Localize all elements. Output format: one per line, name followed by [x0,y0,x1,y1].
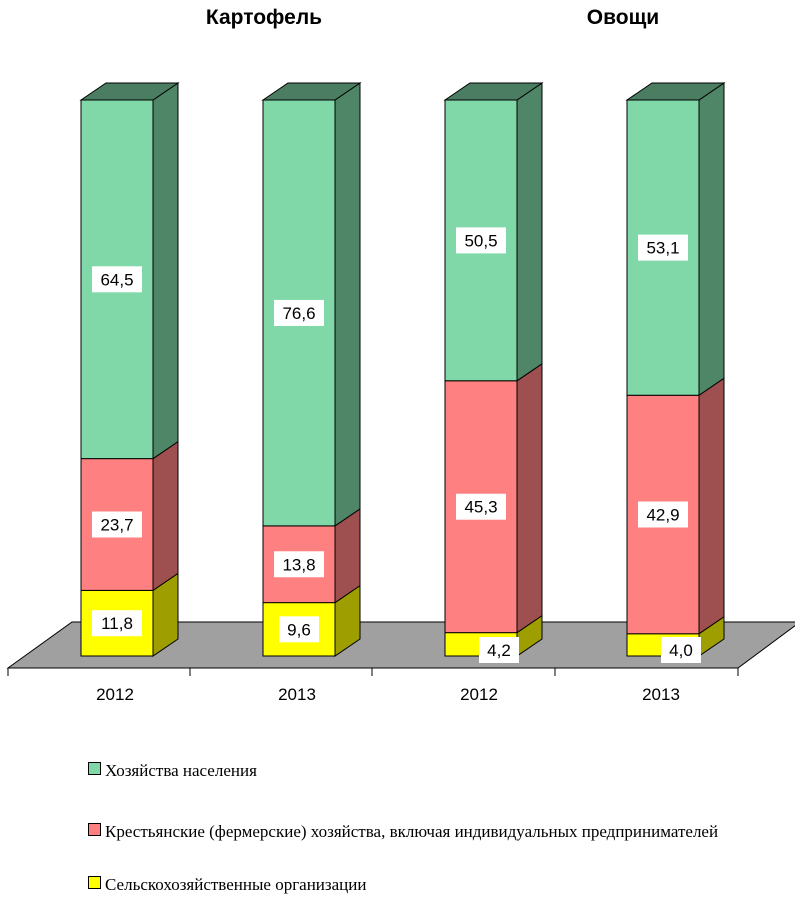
x-tick-label: 2013 [642,685,680,704]
data-label: 42,9 [638,501,688,528]
legend-label-farms: Крестьянские (фермерские) хозяйства, вкл… [105,822,719,841]
legend-label-households: Хозяйства населения [105,761,257,780]
data-label-bg [456,493,506,520]
bar-top-face [261,82,362,101]
data-label-text: 45,3 [464,498,497,517]
bar-side-face [334,82,361,527]
x-axis: 2012 2013 2012 2013 [7,667,739,704]
data-label-text: 42,9 [646,505,679,524]
data-label-text: 4,0 [669,641,693,660]
data-label-bg [274,299,324,326]
data-label-text: 53,1 [646,239,679,258]
data-label: 23,7 [92,511,142,538]
data-label-bg [456,227,506,254]
data-label-text: 13,8 [282,555,315,574]
legend-swatch-farms [88,823,101,836]
data-label: 13,8 [274,551,324,578]
bar-side-face [698,377,725,635]
data-label-bg [661,637,701,663]
data-label: 9,6 [279,616,319,643]
bars-layer: 11,8 23,7 64,5 9,6 13,8 76,6 4,2 45,3 50,5 4,0 42,… [79,82,726,663]
bar-top-face [79,82,180,101]
data-label-bg [479,637,519,663]
bar-side-face [152,440,179,592]
data-label-bg [92,511,142,538]
data-label: 11,8 [92,610,142,637]
legend-swatch-agri-orgs [88,876,101,889]
legend-item-agri-orgs: Сельскохозяйственные организации [88,874,366,895]
data-label-text: 9,6 [287,620,311,639]
data-label-text: 50,5 [464,231,497,250]
data-label: 4,0 [661,637,701,663]
data-label-bg [92,610,142,637]
group-title-potatoes: Картофель [206,6,322,29]
data-label: 76,6 [274,299,324,326]
legend-label-agri-orgs: Сельскохозяйственные организации [105,875,367,894]
data-label: 64,5 [92,266,142,293]
data-label: 4,2 [479,637,519,663]
data-label-text: 4,2 [487,641,511,660]
group-title-vegetables: Овощи [587,6,659,29]
data-label-text: 64,5 [100,270,133,289]
data-label-bg [279,616,319,643]
bar-side-face [698,82,725,397]
data-label-bg [274,551,324,578]
data-label-text: 23,7 [100,516,133,535]
bar-side-face [152,82,179,460]
legend-item-farms: Крестьянские (фермерские) хозяйства, вкл… [88,821,748,842]
x-tick-label: 2013 [278,685,316,704]
data-label-bg [92,266,142,293]
x-tick-label: 2012 [460,685,498,704]
data-label-text: 76,6 [282,304,315,323]
bar-top-face [443,82,544,101]
x-tick-label: 2012 [96,685,134,704]
data-label: 53,1 [638,234,688,261]
data-label: 45,3 [456,493,506,520]
legend-swatch-households [88,762,101,775]
legend-item-households: Хозяйства населения [88,760,257,781]
bar-top-face [625,82,726,101]
bar-side-face [516,362,543,634]
stacked-bar-chart: Картофель Овощи 11,8 23,7 64,5 9,6 13,8 76,6 4… [6,6,795,704]
data-label-bg [638,234,688,261]
data-label-bg [638,501,688,528]
data-label: 50,5 [456,227,506,254]
bar-side-face [516,82,543,382]
data-label-text: 11,8 [101,614,133,633]
